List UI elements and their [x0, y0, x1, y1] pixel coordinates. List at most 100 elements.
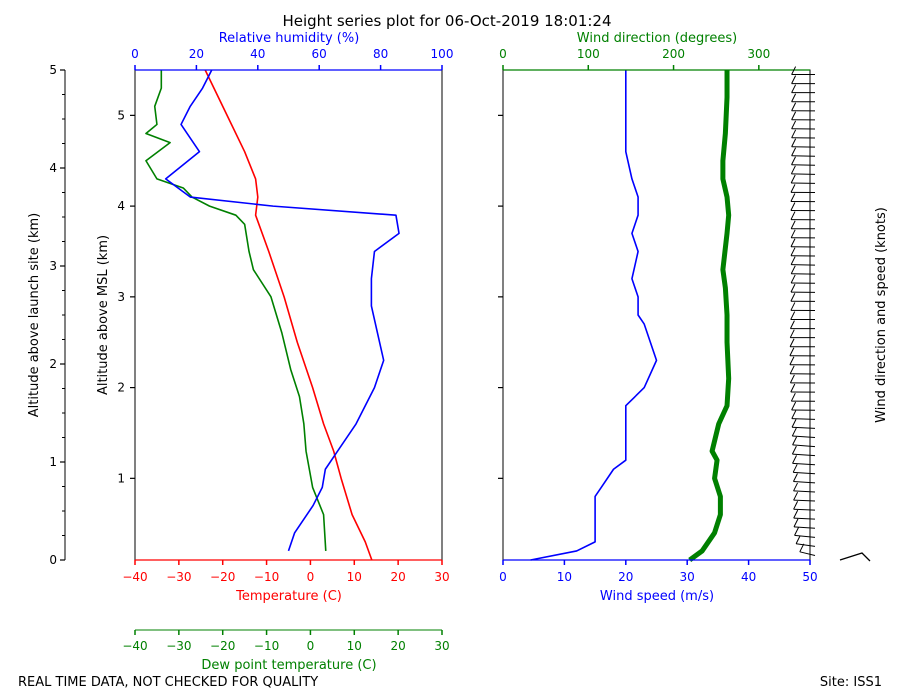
wind-barb: [792, 435, 816, 438]
wind-speed-axis-tick-label: 0: [499, 570, 507, 584]
barbs-axis-label: Wind direction and speed (knots): [874, 207, 889, 423]
wind-barb: [794, 534, 816, 538]
wind-barb-flag: [791, 93, 797, 102]
wind-barb-flag: [790, 302, 796, 311]
temperature-axis-tick-label: 30: [434, 570, 449, 584]
wind-barb: [792, 462, 816, 466]
quality-disclaimer: REAL TIME DATA, NOT CHECKED FOR QUALITY: [18, 675, 318, 690]
wind-barb-flag: [791, 102, 797, 111]
wind-barb-flag: [789, 329, 795, 338]
wind-panel: 0 10 20 30 40 50 0 100 200 300 Wind direction (de…: [498, 31, 889, 604]
wind-barb-flag: [789, 347, 795, 356]
thermo-panel: −40 −30 −20 −10 0 10 20 300 20 40 60 80 100−40 −30 −20…: [27, 31, 453, 673]
altitude-msl-tick-label: 5: [117, 108, 125, 122]
wind-barb-flag: [792, 464, 798, 473]
wind-speed-line: [530, 70, 658, 561]
temperature-axis-label: Temperature (C): [235, 589, 342, 604]
wind-barb-flag: [793, 491, 799, 501]
wind-speed-axis-tick-label: 40: [741, 570, 756, 584]
wind-barb-flag: [789, 365, 795, 375]
wind-barb-flag: [791, 75, 797, 84]
wind-barb-flag: [791, 138, 797, 147]
altitude-launch-tick-label: 3: [49, 259, 57, 273]
wind-barb-flag: [790, 256, 796, 265]
wind-barb: [791, 418, 816, 420]
wind-barb-flag: [790, 238, 796, 247]
wind-barb-flag: [790, 165, 796, 175]
temperature-axis-tick-label: −40: [122, 570, 147, 584]
wind-barb-flag: [791, 445, 797, 455]
wind-barb-flag: [790, 293, 796, 302]
wind-direction-line: [688, 70, 732, 563]
wind-barb: [792, 426, 816, 429]
humidity-axis-tick-label: 60: [312, 47, 327, 61]
wind-barb: [792, 453, 816, 457]
temperature-axis-tick-label: −20: [210, 570, 235, 584]
wind-barb: [799, 551, 816, 556]
dewpoint-axis-tick-label: 10: [347, 639, 362, 653]
wind-barb-flag: [794, 527, 799, 536]
wind-barb-flag: [790, 211, 796, 220]
temperature-axis-tick-label: −30: [166, 570, 191, 584]
humidity-axis-tick-label: 100: [431, 47, 454, 61]
wind-barb-flag: [793, 518, 799, 528]
altitude-msl-tick-label: 2: [117, 381, 125, 395]
humidity-axis-tick-label: 0: [131, 47, 139, 61]
wind-barb: [793, 499, 816, 502]
wind-barb-flag: [791, 84, 797, 93]
temperature-line: [204, 69, 373, 561]
wind-direction-axis-tick-label: 0: [499, 47, 507, 61]
wind-barb: [793, 490, 816, 493]
wind-barb: [793, 508, 816, 511]
wind-barb-flag: [790, 184, 796, 193]
dewpoint-axis-label: Dew point temperature (C): [201, 658, 376, 673]
wind-barbs: [789, 66, 871, 562]
altitude-launch-tick-label: 0: [49, 553, 57, 567]
wind-barb-flag: [795, 535, 801, 544]
dewpoint-axis-tick-label: −10: [254, 639, 279, 653]
altitude-msl-tick-label: 4: [117, 199, 125, 213]
dewpoint-axis-tick-label: 0: [307, 639, 315, 653]
wind-barb-flag: [790, 392, 796, 402]
wind-barb-flag: [789, 338, 795, 347]
wind-barb-flag: [793, 501, 799, 510]
wind-direction-axis-tick-label: 200: [662, 47, 685, 61]
wind-barb-flag: [791, 111, 797, 121]
wind-barb-flag: [790, 383, 796, 393]
wind-barb-flag: [790, 220, 796, 229]
humidity-axis-label: Relative humidity (%): [219, 31, 360, 46]
chart-title: Height series plot for 06-Oct-2019 18:01…: [282, 12, 611, 30]
wind-barb-flag: [790, 283, 796, 293]
dewpoint-axis-tick-label: 30: [434, 639, 449, 653]
wind-barb: [791, 173, 816, 175]
dewpoint-axis-tick-label: −40: [122, 639, 147, 653]
wind-barb-flag: [793, 509, 799, 519]
altitude-launch-label: Altitude above launch site (km): [27, 213, 42, 417]
humidity-axis-tick-label: 40: [250, 47, 265, 61]
wind-barb-flag: [791, 401, 797, 411]
wind-barb: [793, 471, 816, 475]
thermo-plot-frame: [134, 69, 443, 561]
altitude-launch-tick-label: 1: [49, 455, 57, 469]
wind-barb: [793, 526, 816, 529]
dewpoint-axis-tick-label: −30: [166, 639, 191, 653]
temperature-axis-tick-label: 0: [307, 570, 315, 584]
wind-barb-flag: [792, 455, 797, 464]
wind-barb: [796, 543, 816, 547]
wind-barb-flag: [790, 247, 796, 256]
wind-speed-axis-tick-label: 50: [802, 570, 817, 584]
wind-barb-flag: [790, 265, 796, 274]
humidity-axis-tick-label: 80: [373, 47, 388, 61]
temperature-axis-tick-label: 20: [391, 570, 406, 584]
site-label: Site: ISS1: [820, 675, 882, 690]
wind-barb-flag: [789, 356, 795, 366]
wind-barb-flag: [791, 419, 797, 428]
altitude-launch-tick-label: 4: [49, 161, 57, 175]
wind-barb: [793, 480, 816, 484]
wind-barb-flag: [789, 374, 795, 384]
temperature-axis-tick-label: −10: [254, 570, 279, 584]
humidity-axis-tick-label: 20: [189, 47, 204, 61]
wind-barb-flag: [791, 66, 797, 75]
wind-barb-flag: [791, 129, 797, 139]
